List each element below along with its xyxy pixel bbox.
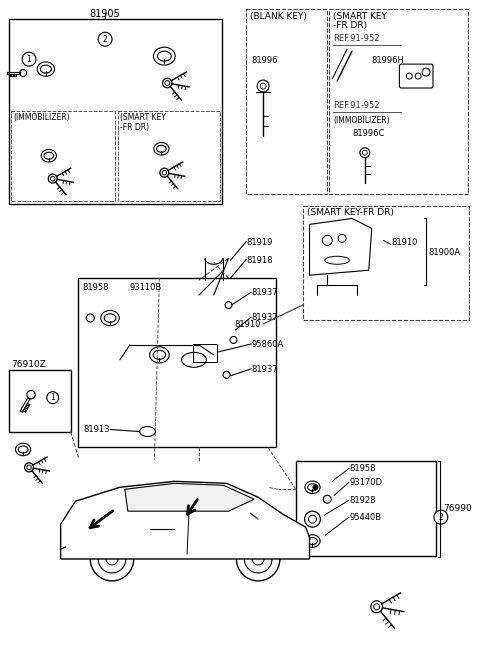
Text: 81918: 81918 xyxy=(246,256,273,265)
Bar xyxy=(246,9,327,193)
Text: 81937: 81937 xyxy=(251,313,278,322)
Text: 76910Z: 76910Z xyxy=(11,360,46,369)
Text: 81910: 81910 xyxy=(234,320,261,329)
Bar xyxy=(11,111,115,201)
Polygon shape xyxy=(60,481,310,559)
Text: 93170D: 93170D xyxy=(349,478,382,487)
Text: 1: 1 xyxy=(50,393,55,402)
Text: REF.91-952: REF.91-952 xyxy=(333,34,380,43)
Text: 1: 1 xyxy=(27,54,31,63)
Circle shape xyxy=(47,391,59,404)
Text: REF.91-952: REF.91-952 xyxy=(333,101,380,110)
Bar xyxy=(296,461,436,556)
Text: (SMART KEY
-FR DR): (SMART KEY -FR DR) xyxy=(120,113,166,132)
Text: 81919: 81919 xyxy=(246,238,273,247)
Text: 81905: 81905 xyxy=(90,9,120,19)
Bar xyxy=(9,370,71,432)
Text: 81996: 81996 xyxy=(251,56,278,65)
Text: 93110B: 93110B xyxy=(130,283,162,292)
Polygon shape xyxy=(125,483,254,511)
Circle shape xyxy=(312,485,318,490)
Text: 81996C: 81996C xyxy=(352,129,384,138)
Text: (SMART KEY: (SMART KEY xyxy=(333,12,387,21)
Text: 81937: 81937 xyxy=(251,288,278,297)
Text: 81900A: 81900A xyxy=(428,248,460,258)
Text: 81958: 81958 xyxy=(83,283,109,292)
Text: 2: 2 xyxy=(439,512,443,521)
Text: 81910: 81910 xyxy=(392,238,418,247)
Text: (IMMOBILIZER): (IMMOBILIZER) xyxy=(13,113,70,122)
Text: -FR DR): -FR DR) xyxy=(333,21,367,30)
Circle shape xyxy=(98,32,112,46)
Bar xyxy=(302,206,468,320)
Text: 95440B: 95440B xyxy=(349,513,381,522)
Bar xyxy=(78,278,276,448)
Text: 2: 2 xyxy=(103,35,108,44)
Bar xyxy=(118,111,220,201)
Text: (SMART KEY-FR DR): (SMART KEY-FR DR) xyxy=(307,208,394,217)
Text: 81928: 81928 xyxy=(349,496,375,505)
Text: 81937: 81937 xyxy=(251,365,278,374)
Circle shape xyxy=(434,510,448,524)
Bar xyxy=(9,19,222,204)
Circle shape xyxy=(22,52,36,66)
Text: (BLANK KEY): (BLANK KEY) xyxy=(250,12,307,21)
Text: 81913: 81913 xyxy=(84,424,110,433)
Text: 95860A: 95860A xyxy=(251,340,284,349)
Text: (IMMOBILIZER): (IMMOBILIZER) xyxy=(333,116,390,125)
Text: 76990: 76990 xyxy=(443,504,471,513)
Text: 81958: 81958 xyxy=(349,465,375,474)
Text: 81996H: 81996H xyxy=(372,56,405,65)
Bar xyxy=(329,9,468,193)
